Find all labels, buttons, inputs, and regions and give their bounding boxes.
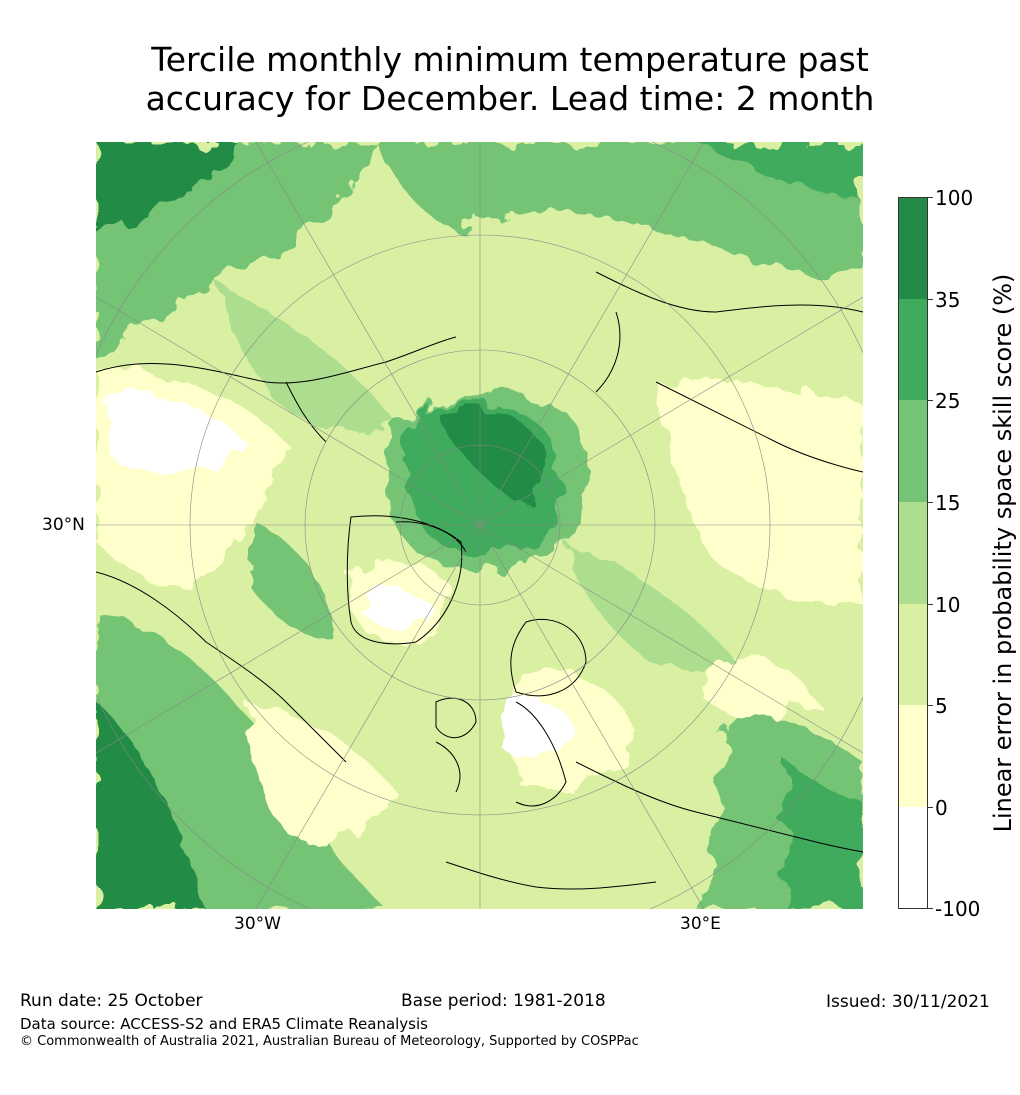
colorbar-segment-neg100-0 (898, 807, 928, 909)
lon-label-30e: 30°E (680, 914, 721, 934)
colorbar (898, 197, 928, 909)
chart-title: Tercile monthly minimum temperature past… (0, 40, 1020, 118)
colorbar-label-0: 0 (935, 796, 948, 820)
issued-date: Issued: 30/11/2021 (826, 992, 990, 1012)
coastlines (96, 271, 863, 890)
colorbar-segment-0-5 (898, 705, 928, 807)
colorbar-segment-25-35 (898, 299, 928, 400)
skill-shading (96, 142, 863, 909)
run-date: Run date: 25 October (20, 991, 203, 1011)
colorbar-label-35: 35 (935, 288, 961, 312)
colorbar-label-25: 25 (935, 389, 961, 413)
data-source: Data source: ACCESS-S2 and ERA5 Climate … (20, 1015, 428, 1033)
colorbar-tick (928, 299, 933, 300)
colorbar-tick (928, 400, 933, 401)
colorbar-label-15: 15 (935, 491, 961, 515)
colorbar-segment-15-25 (898, 400, 928, 502)
colorbar-tick (928, 807, 933, 808)
colorbar-label-5: 5 (935, 694, 948, 718)
colorbar-tick (928, 908, 933, 909)
colorbar-frame (898, 197, 928, 909)
base-period: Base period: 1981-2018 (401, 991, 606, 1011)
lat-label-30n: 30°N (42, 515, 85, 535)
colorbar-tick (928, 197, 933, 198)
colorbar-label-neg100: -100 (935, 897, 981, 921)
colorbar-tick (928, 604, 933, 605)
graticule (96, 142, 863, 909)
skill-score-map[interactable] (96, 142, 863, 909)
arctic-map-svg (96, 142, 863, 909)
colorbar-segment-5-10 (898, 604, 928, 705)
colorbar-title: Linear error in probability space skill … (989, 273, 1017, 833)
colorbar-label-10: 10 (935, 593, 961, 617)
colorbar-tick (928, 502, 933, 503)
copyright: © Commonwealth of Australia 2021, Austra… (20, 1034, 639, 1049)
lon-label-30w: 30°W (234, 914, 281, 934)
title-line-2: accuracy for December. Lead time: 2 mont… (145, 79, 875, 118)
colorbar-segment-35-100 (898, 197, 928, 299)
colorbar-label-100: 100 (935, 186, 974, 210)
colorbar-tick (928, 705, 933, 706)
title-line-1: Tercile monthly minimum temperature past (151, 40, 869, 79)
colorbar-segment-10-15 (898, 502, 928, 604)
